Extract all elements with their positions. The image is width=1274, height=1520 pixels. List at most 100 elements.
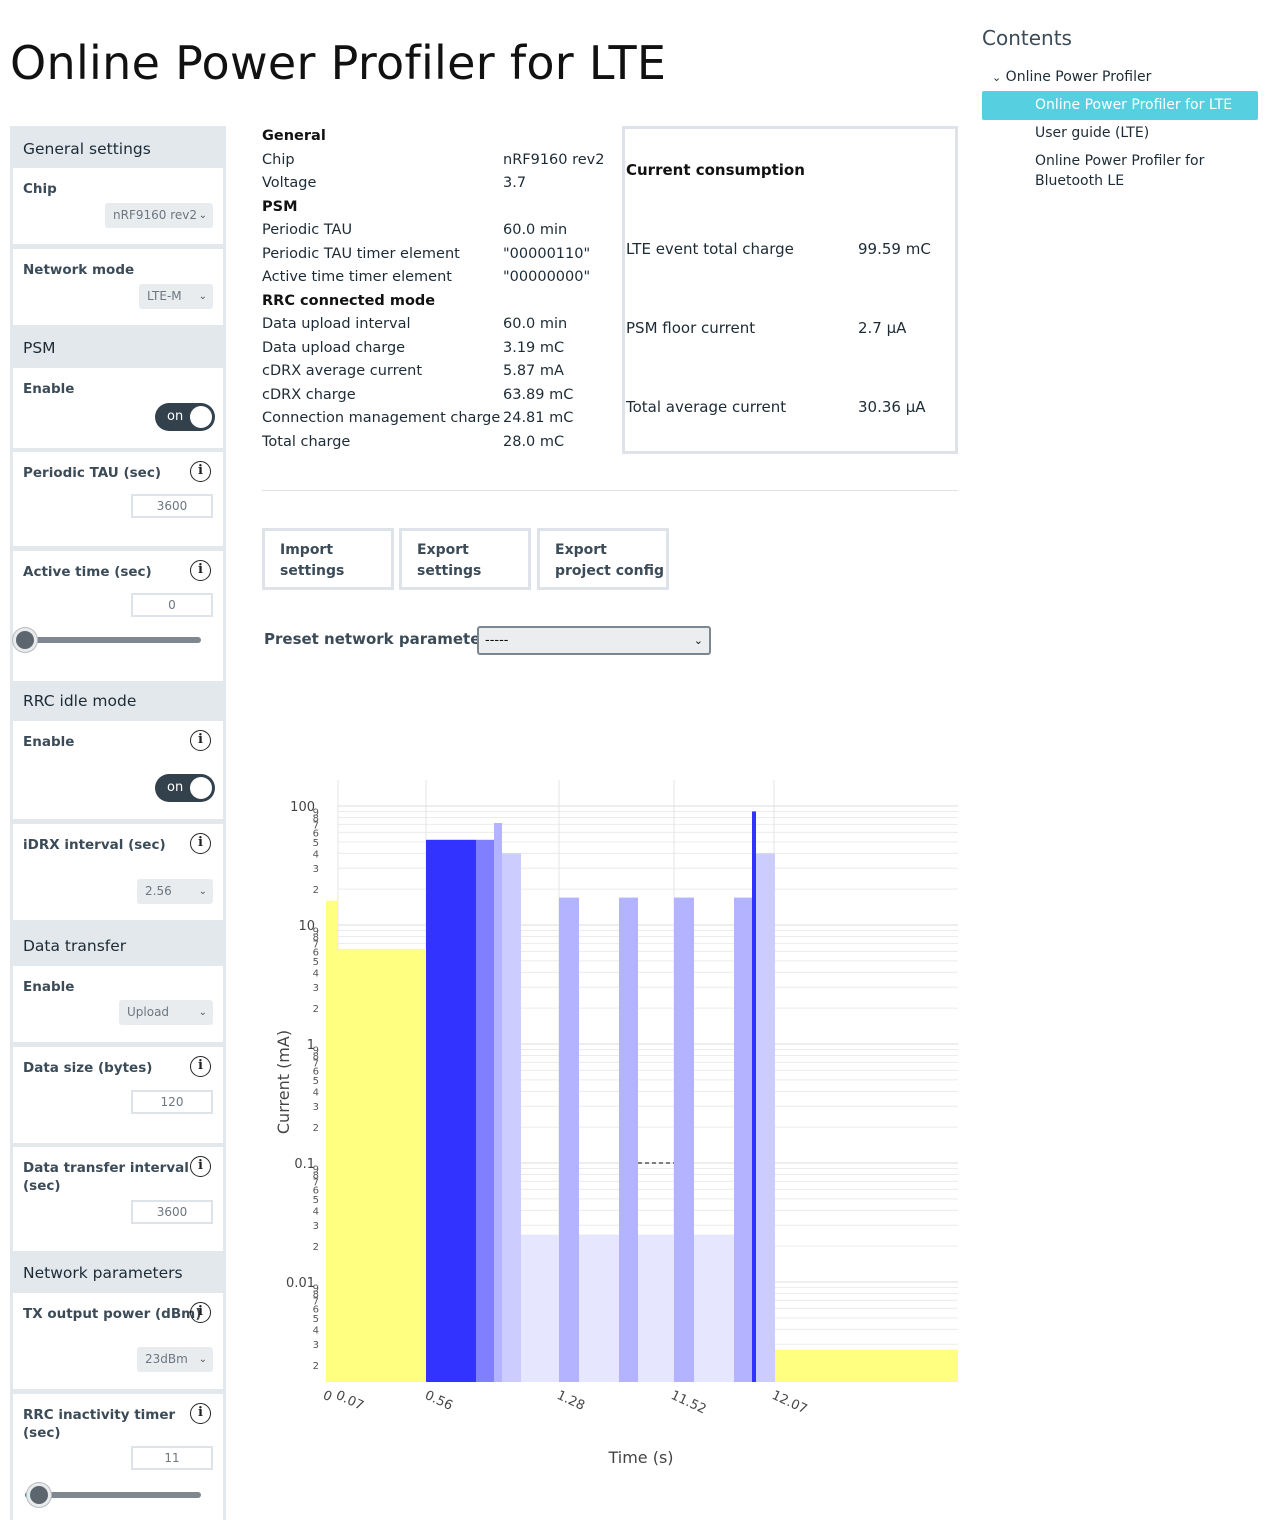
chart-bar-segment (752, 811, 756, 1382)
section-rrc-idle-mode: RRC idle mode (23, 692, 137, 710)
data-size-setting: Data size (bytes) i 120 (13, 1047, 223, 1143)
y-minor-tick-label: 5 (313, 957, 319, 968)
info-icon[interactable]: i (190, 730, 211, 751)
chart-bar-segment (559, 897, 579, 1382)
section-psm: PSM (23, 339, 56, 357)
preset-network-value: ----- (485, 633, 509, 648)
idrx-label: iDRX interval (sec) (23, 837, 166, 853)
chart-bar-segment (502, 853, 521, 1382)
network-mode-select[interactable]: LTE-M ⌄ (139, 284, 213, 309)
chart-bar-segment (694, 1234, 734, 1382)
total-average-current-value: 30.36 µA (858, 398, 926, 416)
section-general-settings: General settings (23, 140, 151, 158)
y-tick-label: 10 (298, 919, 315, 934)
info-key: Active time timer element (262, 269, 452, 285)
info-key: General (262, 128, 326, 144)
info-value: 5.87 mA (503, 363, 564, 379)
y-minor-tick-label: 2 (313, 1004, 319, 1015)
chevron-down-icon: ⌄ (992, 71, 1002, 84)
toc-parent-item[interactable]: ⌄ Online Power Profiler (992, 67, 1151, 88)
chevron-down-icon: ⌄ (198, 886, 207, 897)
y-minor-tick-label: 3 (313, 1340, 319, 1351)
slider-thumb[interactable] (13, 628, 37, 652)
import-settings-button[interactable]: Import settings (262, 528, 394, 590)
y-minor-tick-label: 4 (313, 1206, 319, 1217)
toc-title: Contents (982, 26, 1072, 50)
total-average-current-label: Total average current (626, 398, 787, 416)
y-minor-tick-label: 2 (313, 1242, 319, 1253)
rrc-timer-label-line2: (sec) (23, 1425, 61, 1441)
slider-thumb[interactable] (27, 1483, 51, 1507)
active-time-slider[interactable] (13, 628, 201, 652)
info-key: Periodic TAU timer element (262, 245, 460, 262)
chip-setting: Chip nRF9160 rev2 ⌄ (13, 168, 223, 244)
periodic-tau-input[interactable]: 3600 (131, 494, 213, 518)
info-value: 60.0 min (503, 316, 568, 332)
data-interval-input[interactable]: 3600 (131, 1200, 213, 1224)
rrc-timer-slider[interactable] (25, 1483, 201, 1507)
rrc-idle-enable-setting: Enable i on (13, 721, 223, 819)
data-enable-select[interactable]: Upload ⌄ (119, 1000, 213, 1025)
info-icon[interactable]: i (190, 560, 211, 581)
info-row: Chip nRF9160 rev2 (262, 152, 612, 175)
rrc-idle-enable-toggle[interactable]: on (155, 774, 215, 802)
chip-select[interactable]: nRF9160 rev2 ⌄ (105, 203, 213, 228)
tx-power-select[interactable]: 23dBm ⌄ (137, 1347, 213, 1372)
chart-bar-segment (476, 839, 494, 1382)
total-average-current-row: Total average current 30.36 µA (626, 398, 946, 416)
info-value: nRF9160 rev2 (503, 151, 605, 168)
info-key: Connection management charge (262, 410, 501, 426)
rrc-timer-input[interactable]: 11 (131, 1446, 213, 1470)
active-time-input[interactable]: 0 (131, 593, 213, 617)
info-value: 63.89 mC (503, 386, 574, 403)
info-icon[interactable]: i (190, 1302, 211, 1323)
y-minor-tick-label: 6 (313, 1185, 319, 1196)
export-settings-button[interactable]: Export settings (399, 528, 531, 590)
rrc-timer-label-line1: RRC inactivity timer (23, 1407, 176, 1423)
chart-bar-segment (734, 897, 752, 1382)
toc-active-highlight (982, 91, 1258, 120)
periodic-tau-label: Periodic TAU (sec) (23, 465, 161, 481)
x-tick-label: 12.07 (769, 1388, 809, 1417)
psm-floor-current-row: PSM floor current 2.7 µA (626, 319, 946, 337)
toc-item-ble-line2: Bluetooth LE (1035, 173, 1125, 189)
y-minor-tick-label: 5 (313, 1195, 319, 1206)
info-icon[interactable]: i (190, 461, 211, 482)
info-key: Data upload interval (262, 316, 411, 332)
y-minor-tick-label: 9 (313, 926, 319, 937)
info-value: 24.81 mC (503, 410, 574, 426)
lte-event-charge-row: LTE event total charge 99.59 mC (626, 240, 946, 258)
info-icon[interactable]: i (190, 833, 211, 854)
y-minor-tick-label: 8 (313, 933, 319, 944)
toc-item-ble[interactable]: Online Power Profiler for Bluetooth LE (1035, 151, 1204, 191)
idrx-select[interactable]: 2.56 ⌄ (137, 879, 213, 904)
data-interval-label: Data transfer interval (sec) (23, 1159, 189, 1195)
divider (262, 490, 958, 491)
y-minor-tick-label: 9 (313, 1045, 319, 1056)
info-icon[interactable]: i (190, 1403, 211, 1424)
info-icon[interactable]: i (190, 1056, 211, 1077)
y-minor-tick-label: 9 (313, 807, 319, 818)
button-label-line1: Import (280, 542, 334, 558)
y-minor-tick-label: 2 (313, 1123, 319, 1134)
info-value: 3.19 mC (503, 339, 565, 356)
y-minor-tick-label: 3 (313, 1221, 319, 1232)
info-row: Active time timer element "00000000" (262, 269, 612, 292)
toc-item-user-guide[interactable]: User guide (LTE) (1035, 125, 1150, 141)
y-minor-tick-label: 6 (313, 947, 319, 958)
toc-item-lte[interactable]: Online Power Profiler for LTE (1035, 97, 1233, 113)
y-tick-label: 1 (307, 1038, 315, 1053)
rrc-idle-enable-label: Enable (23, 734, 75, 750)
y-minor-tick-label: 7 (313, 820, 319, 831)
psm-enable-toggle[interactable]: on (155, 403, 215, 431)
chevron-down-icon: ⌄ (198, 210, 207, 221)
info-row: Data upload charge 3.19 mC (262, 340, 612, 363)
export-project-config-button[interactable]: Export project config (537, 528, 669, 590)
chart-bar-segment (775, 1349, 958, 1382)
y-minor-tick-label: 8 (313, 1290, 319, 1301)
info-icon[interactable]: i (190, 1156, 211, 1177)
preset-network-select[interactable]: ----- ⌄ (477, 626, 711, 655)
y-minor-tick-label: 2 (313, 1361, 319, 1372)
psm-floor-current-label: PSM floor current (626, 319, 756, 337)
data-size-input[interactable]: 120 (131, 1090, 213, 1114)
